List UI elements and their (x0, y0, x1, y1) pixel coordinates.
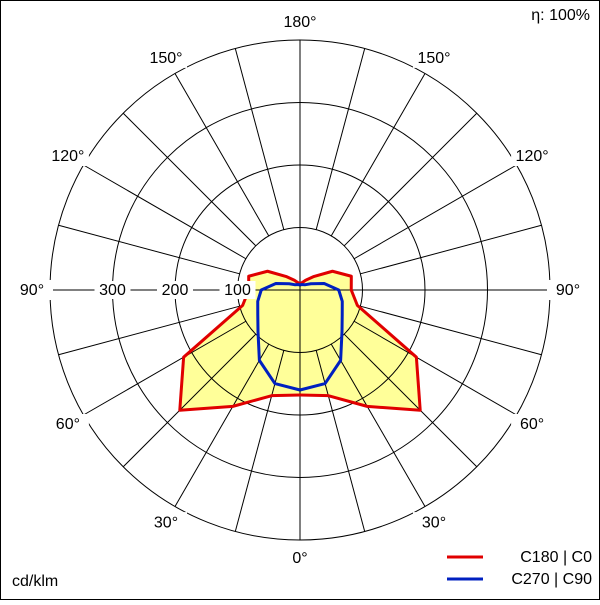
spoke (315, 48, 366, 230)
angle-tick-label: 60° (520, 416, 544, 433)
spoke (330, 73, 426, 237)
label-bg (413, 47, 455, 68)
label-bg (145, 512, 187, 533)
legend-label: C180 | C0 (520, 549, 592, 566)
label-bg (145, 47, 187, 68)
label-bg (94, 281, 131, 299)
spoke (360, 305, 542, 356)
spoke (360, 224, 542, 275)
spoke (330, 343, 426, 507)
spoke (58, 224, 240, 275)
label-bg (46, 146, 89, 166)
spoke (174, 343, 270, 507)
angle-tick-label: 180° (283, 14, 316, 31)
label-bg (511, 146, 554, 166)
label-bg (413, 512, 455, 533)
spoke (234, 48, 285, 230)
spoke (122, 112, 257, 247)
spoke (353, 320, 517, 416)
angle-tick-label: 60° (56, 416, 80, 433)
series-line (299, 282, 344, 392)
angle-tick-label: 120° (516, 148, 549, 165)
annotation: η: 100% (531, 7, 590, 24)
angle-tick-label: 150° (417, 50, 450, 67)
spoke (343, 333, 478, 468)
legend-label: C270 | C90 (511, 571, 592, 588)
series-line (299, 269, 422, 412)
angle-tick-label: 150° (149, 50, 182, 67)
label-bg (46, 414, 89, 434)
angle-tick-label: 90° (20, 282, 44, 299)
spoke (122, 333, 257, 468)
spoke (83, 164, 247, 260)
angle-tick-label: 30° (422, 514, 446, 531)
spoke (58, 305, 240, 356)
spoke (174, 73, 270, 237)
label-bg (157, 281, 193, 299)
angle-tick-label: 120° (51, 148, 84, 165)
series-line (256, 282, 301, 392)
spoke (83, 320, 247, 416)
label-bg (279, 12, 321, 32)
r-tick-label: 100 (224, 282, 251, 299)
label-bg (547, 280, 589, 300)
spoke (353, 164, 517, 260)
r-tick-label: 200 (162, 282, 189, 299)
r-tick-label: 300 (99, 282, 126, 299)
angle-tick-label: 30° (154, 514, 178, 531)
label-bg (11, 280, 53, 300)
spoke (343, 112, 478, 247)
label-bg (219, 281, 256, 299)
unit-label: cd/klm (12, 573, 58, 590)
angle-tick-label: 90° (556, 282, 580, 299)
label-bg (279, 548, 321, 568)
label-bg (511, 414, 554, 434)
spoke (234, 350, 285, 532)
spoke (315, 350, 366, 532)
angle-tick-label: 0° (292, 550, 307, 567)
